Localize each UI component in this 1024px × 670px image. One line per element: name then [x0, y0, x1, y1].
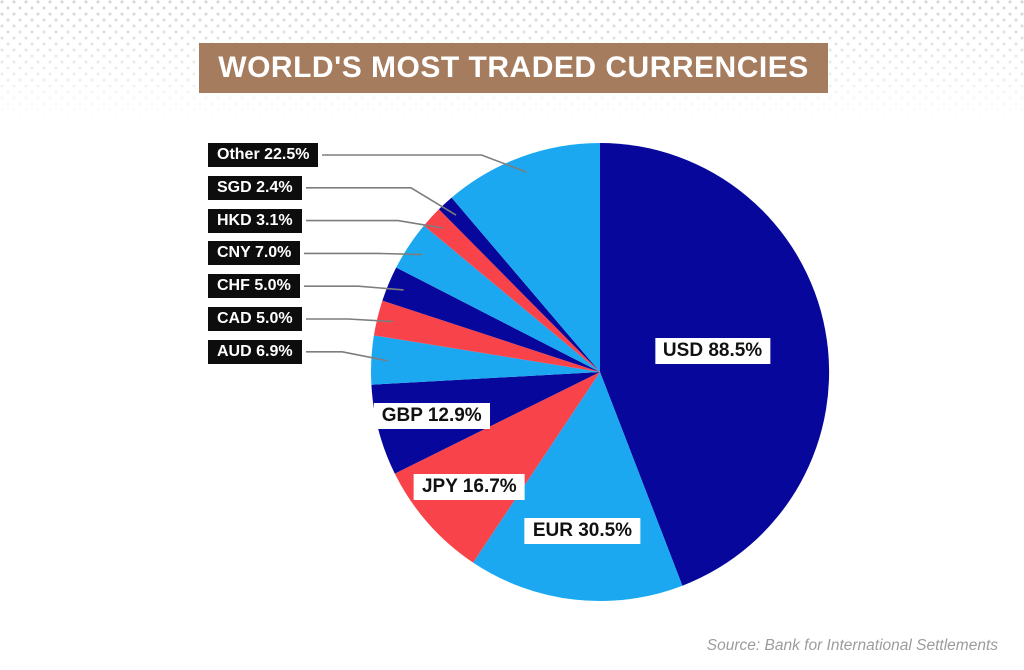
- leader-line-other: [322, 154, 527, 173]
- leader-line-aud: [306, 350, 388, 362]
- pie-slice-hkd: [423, 209, 600, 372]
- callout-label-aud: AUD 6.9%: [208, 339, 302, 364]
- leader-line-chf: [304, 285, 404, 291]
- callout-label-cad: CAD 5.0%: [208, 307, 302, 331]
- pie-slice-sgd: [438, 197, 600, 372]
- pie-slice-aud: [371, 335, 600, 385]
- page-title: WORLD'S MOST TRADED CURRENCIES: [199, 43, 828, 93]
- leader-line-cny: [304, 252, 423, 256]
- leader-line-cad: [306, 318, 394, 323]
- callout-label-other: Other 22.5%: [208, 143, 319, 167]
- callout-label-cny: CNY 7.0%: [208, 241, 301, 266]
- source-credit: Source: Bank for International Settlemen…: [706, 637, 998, 654]
- pie-slice-chf: [382, 267, 600, 372]
- pie-slice-cny: [396, 225, 600, 372]
- page-title-text: WORLD'S MOST TRADED CURRENCIES: [218, 51, 809, 84]
- pie-slice-usd: [600, 142, 830, 586]
- pie-label-eur: EUR 30.5%: [524, 518, 641, 545]
- callout-label-chf: CHF 5.0%: [208, 274, 300, 299]
- pie-label-jpy: JPY 16.7%: [413, 473, 525, 500]
- pie-slice-other: [451, 143, 600, 372]
- pie-label-gbp: GBP 12.9%: [373, 403, 490, 430]
- pie-slice-jpy: [394, 372, 600, 563]
- callout-label-sgd: SGD 2.4%: [208, 175, 302, 200]
- callout-label-hkd: HKD 3.1%: [208, 208, 302, 233]
- pie-slice-cad: [373, 300, 600, 372]
- leader-line-hkd: [306, 219, 444, 229]
- leader-line-sgd: [306, 187, 457, 216]
- pie-label-usd: USD 88.5%: [654, 338, 771, 365]
